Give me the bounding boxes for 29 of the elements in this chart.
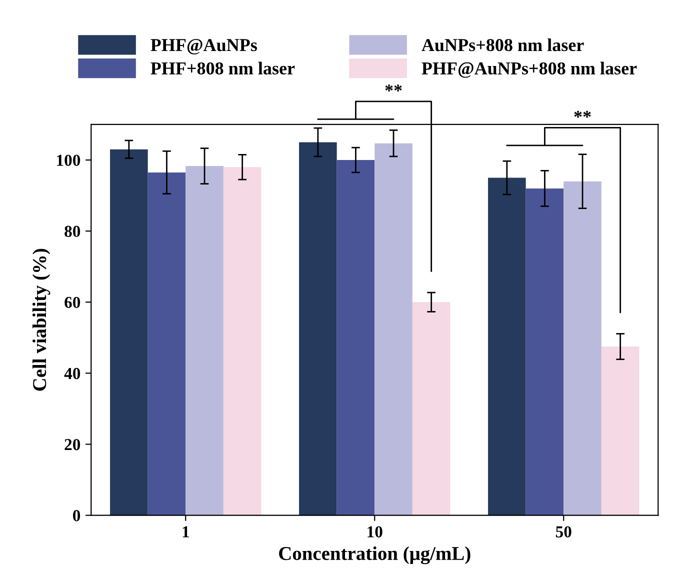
legend-label: PHF@AuNPs+808 nm laser [422, 62, 637, 78]
x-tick-label: 1 [182, 526, 189, 538]
y-tick-label: 40 [64, 368, 80, 380]
text: ** [385, 84, 402, 92]
bar [412, 302, 450, 516]
text: ** [574, 110, 591, 118]
bar [336, 160, 375, 516]
bar [601, 346, 640, 516]
bar [148, 172, 186, 516]
y-axis-title: Cell viability (%) [32, 248, 50, 391]
bar [223, 167, 262, 516]
bar [110, 149, 148, 516]
bar [488, 178, 526, 516]
bar [186, 166, 224, 516]
legend-label: PHF+808 nm laser [150, 62, 295, 75]
y-tick-label: 0 [73, 510, 80, 522]
bar [564, 181, 602, 516]
y-tick-label: 20 [64, 438, 80, 450]
y-tick-label: 60 [64, 296, 80, 308]
legend-label: AuNPs+808 nm laser [422, 38, 584, 52]
bar [374, 143, 412, 516]
x-tick-label: 50 [556, 526, 572, 538]
bar [299, 142, 337, 516]
bar [526, 188, 564, 516]
y-tick-label: 80 [64, 226, 80, 238]
y-tick-label: 100 [57, 154, 80, 166]
x-axis-title: Concentration (μg/mL) [279, 546, 470, 564]
x-tick-label: 10 [368, 526, 382, 538]
legend-label: PHF@AuNPs [150, 38, 257, 54]
